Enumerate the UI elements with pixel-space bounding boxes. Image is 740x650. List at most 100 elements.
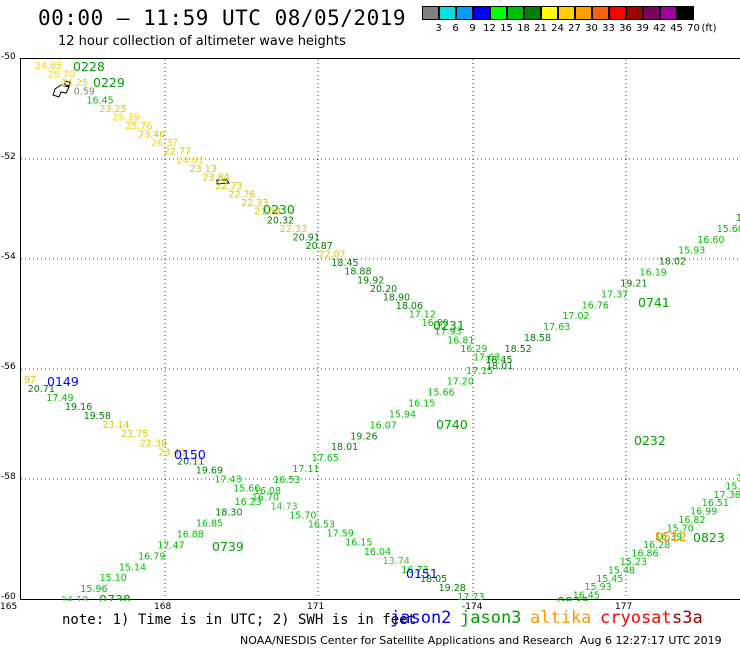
colorbar-swatch [609,6,626,20]
wave-height-value: 16.45 [87,95,114,106]
wave-height-value: 15.52 [725,481,740,492]
track-time-label: 0230 [263,202,295,217]
generation-timestamp: Aug 6 12:27:17 UTC 2019 [580,634,722,647]
wave-height-value: 17.59 [327,529,354,540]
colorbar-label: 3 [435,23,442,34]
wave-height-value: 20.20 [370,284,397,295]
wave-height-value: 23.84 [203,172,230,183]
wave-height-value: 16.45 [573,591,600,601]
wave-height-value: 20.71 [28,384,55,395]
wave-height-value: 16.79 [138,551,165,562]
wave-height-value: 18.52 [505,344,532,355]
latitude-label: -60 [1,592,16,602]
latitude-label: -52 [1,152,16,162]
colorbar-label: 27 [568,23,581,34]
wave-height-value: 16.15 [408,399,435,410]
latitude-label: -50 [1,52,16,62]
wave-height-value: 17.20 [447,377,474,388]
track-time-label: 0229 [93,75,125,90]
wave-height-value: 18.05 [420,574,447,585]
wave-height-value: 16.39 [655,532,682,543]
satellite-legend-jason3: jason3 [460,608,522,628]
wave-height-value: 0.59 [74,87,95,98]
wave-height-value: 22.33 [241,198,268,209]
wave-height-value: 15.94 [389,410,416,421]
colorbar-label: 18 [517,23,530,34]
wave-height-value: 18.01 [331,442,358,453]
latitude-label: -56 [1,362,16,372]
colorbar-unit: (ft) [701,23,717,34]
wave-height-value: 17.43 [215,474,242,485]
track-time-label: 0823 [693,530,725,545]
wave-height-value: 22.07 [319,250,346,261]
wave-height-value: 16.86 [631,549,658,560]
wave-height-value: 26.37 [151,138,178,149]
colorbar-swatch [541,6,558,20]
wave-height-value: 16.88 [177,530,204,541]
map-canvas: 24.6525.7024.250.5916.4523.2525.3925.762… [9,59,740,612]
wave-height-value: 16.80 [422,318,449,329]
track-time-label: 0150 [174,447,206,462]
map-frame: 24.65 25.70 24.25 0.59 16.45 23.25 25.39 25.76 2… [9,58,740,612]
colorbar-swatch [490,6,507,20]
latitude-label: -54 [1,252,16,262]
wave-height-value: 16.15 [345,538,372,549]
wave-height-value: 15.60 [717,224,740,235]
wave-height-value: 19.28 [439,583,466,594]
wave-height-value: 17.11 [292,464,319,475]
colorbar-swatch [507,6,524,20]
wave-height-value: 16.82 [678,515,705,526]
colorbar-swatch [592,6,609,20]
island-shape [216,179,230,185]
track-time-label: 0231 [433,318,465,333]
wave-height-value: 15.70 [289,511,316,522]
colorbar-swatch [643,6,660,20]
wave-height-value: 17.65 [312,453,339,464]
track-time-label: 0149 [47,374,79,389]
wave-height-value: 19.92 [357,275,384,286]
wave-height-value: 17.02 [562,311,589,322]
wave-height-value: 16.60 [697,235,724,246]
wave-height-value: 16.28 [643,540,670,551]
colorbar-swatch [524,6,541,20]
wave-height-value: 15.23 [620,557,647,568]
map-title: 00:00 — 11:59 UTC 08/05/2019 [38,6,407,30]
map-subtitle: 12 hour collection of altimeter wave hei… [58,34,346,49]
wave-height-value: 17.49 [46,393,73,404]
colorbar-swatch [660,6,677,20]
wave-height-value: 16.23 [235,497,262,508]
track-time-label: 0228 [73,59,105,74]
wave-height-value: 15.58 [737,473,740,484]
latitude-label: -58 [1,472,16,482]
wave-height-value: 15.45 [596,574,623,585]
colorbar-swatch [473,6,490,20]
colorbar-swatch [626,6,643,20]
wave-height-value: 17.12 [409,310,436,321]
colorbar-label: 70 [687,23,700,34]
wave-height-value: 24.25 [61,78,88,89]
satellite-legend-jason2: jason2 [390,608,452,628]
wave-height-value: 15.66 [427,388,454,399]
wave-height-value: 16.73 [401,565,428,576]
colorbar-swatch [439,6,456,20]
wave-height-value: 15.60 [233,484,260,495]
wave-height-value: 24.65 [35,61,62,72]
wave-height-value: 18.58 [524,333,551,344]
track-time-label: 0739 [212,539,244,554]
wave-height-value: 16.04 [364,547,391,558]
wave-height-value: 20.87 [306,241,333,252]
wave-height-value: 16.07 [370,420,397,431]
wave-height-value: 16.53 [308,520,335,531]
wave-height-value: 15.96 [80,584,107,595]
wave-height-value: 25.76 [125,121,152,132]
wave-height-value: 15.93 [678,246,705,257]
wave-height-value: 24.01 [177,155,204,166]
wave-height-value: 22.76 [228,190,255,201]
wave-height-value: 18.45 [331,258,358,269]
track-time-label: 0741 [638,295,670,310]
track-time-label: 0151 [406,566,438,581]
satellite-legend-s3a: s3a [672,608,703,628]
wave-height-value: 16.99 [690,507,717,518]
wave-height-value: 23.14 [102,420,129,431]
